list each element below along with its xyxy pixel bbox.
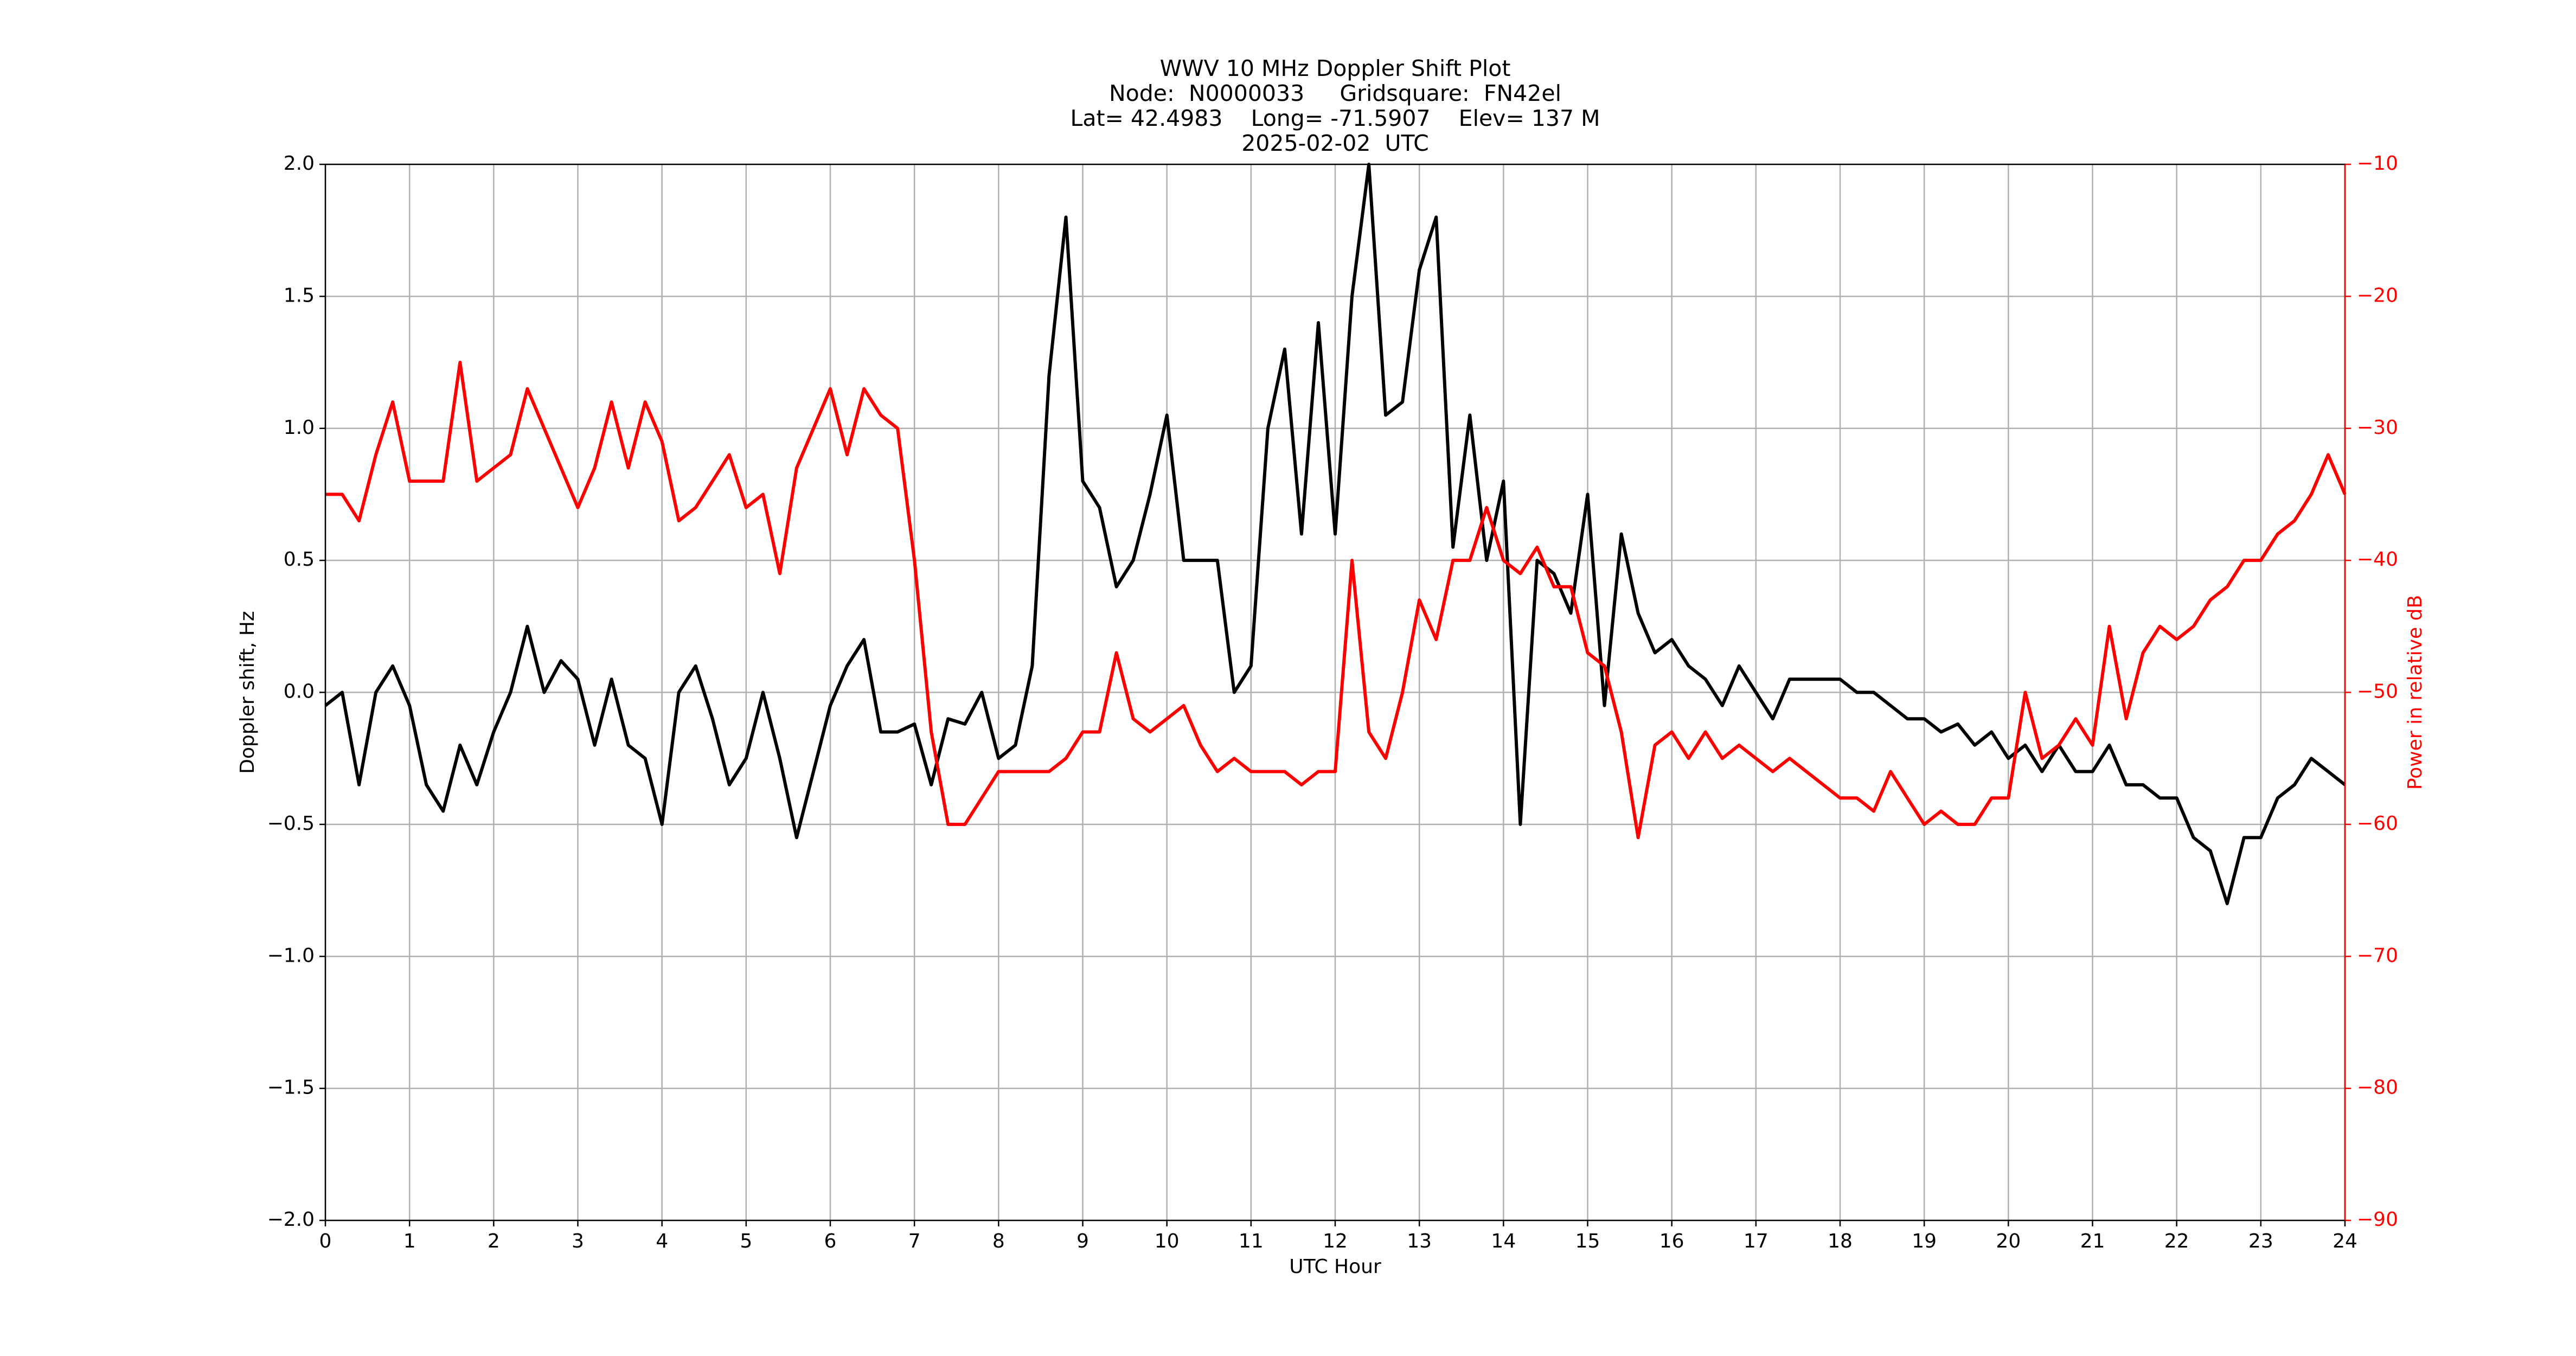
x-tick-label: 12 — [1323, 1230, 1348, 1252]
y2-tick-label: −90 — [2357, 1208, 2398, 1231]
y2-tick-label: −70 — [2357, 944, 2398, 967]
chart-title: Lat= 42.4983 Long= -71.5907 Elev= 137 M — [1070, 105, 1600, 131]
x-tick-label: 5 — [740, 1230, 752, 1252]
x-tick-label: 4 — [656, 1230, 668, 1252]
series-line — [325, 361, 2347, 840]
y-tick-label: −2.0 — [267, 1208, 315, 1231]
y2-tick-label: −60 — [2357, 813, 2398, 835]
chart-title: 2025-02-02 UTC — [1241, 130, 1429, 156]
x-tick-label: 10 — [1155, 1230, 1180, 1252]
x-tick-label: 14 — [1491, 1230, 1516, 1252]
x-tick-label: 24 — [2333, 1230, 2357, 1252]
y-tick-label: 2.0 — [284, 152, 315, 175]
y2-axis-label: Power in relative dB — [2404, 595, 2426, 790]
x-tick-label: 11 — [1239, 1230, 1264, 1252]
series-line — [324, 163, 2346, 905]
y2-tick-label: −40 — [2357, 548, 2398, 571]
y2-tick-label: −50 — [2357, 681, 2398, 703]
y-tick-label: −0.5 — [267, 813, 315, 835]
x-tick-label: 17 — [1744, 1230, 1768, 1252]
x-tick-label: 0 — [319, 1230, 332, 1252]
x-tick-label: 8 — [992, 1230, 1005, 1252]
x-tick-label: 1 — [403, 1230, 416, 1252]
x-tick-label: 21 — [2080, 1230, 2105, 1252]
chart-title: WWV 10 MHz Doppler Shift Plot — [1160, 55, 1511, 81]
y-tick-label: −1.5 — [267, 1077, 315, 1099]
x-tick-label: 7 — [908, 1230, 921, 1252]
x-tick-label: 13 — [1407, 1230, 1432, 1252]
x-tick-label: 16 — [1659, 1230, 1684, 1252]
x-tick-label: 23 — [2248, 1230, 2273, 1252]
x-tick-label: 2 — [488, 1230, 500, 1252]
y2-tick-label: −30 — [2357, 417, 2398, 439]
y-tick-label: 0.0 — [284, 681, 315, 703]
y-tick-label: −1.0 — [267, 944, 315, 967]
y-tick-label: 1.0 — [284, 417, 315, 439]
y-tick-label: 0.5 — [284, 548, 315, 571]
y-axis-label: Doppler shift, Hz — [236, 611, 259, 773]
x-tick-label: 6 — [824, 1230, 837, 1252]
y-tick-label: 1.5 — [284, 284, 315, 306]
y2-tick-label: −80 — [2357, 1077, 2398, 1099]
x-tick-label: 22 — [2164, 1230, 2189, 1252]
x-tick-label: 9 — [1076, 1230, 1089, 1252]
x-tick-label: 18 — [1828, 1230, 1853, 1252]
x-tick-label: 3 — [572, 1230, 584, 1252]
x-tick-label: 19 — [1912, 1230, 1937, 1252]
y2-tick-label: −10 — [2357, 152, 2398, 175]
x-tick-label: 15 — [1575, 1230, 1600, 1252]
y2-tick-label: −20 — [2357, 284, 2398, 306]
chart-title: Node: N0000033 Gridsquare: FN42el — [1109, 80, 1561, 106]
x-axis-label: UTC Hour — [1289, 1256, 1381, 1278]
x-tick-label: 20 — [1996, 1230, 2021, 1252]
